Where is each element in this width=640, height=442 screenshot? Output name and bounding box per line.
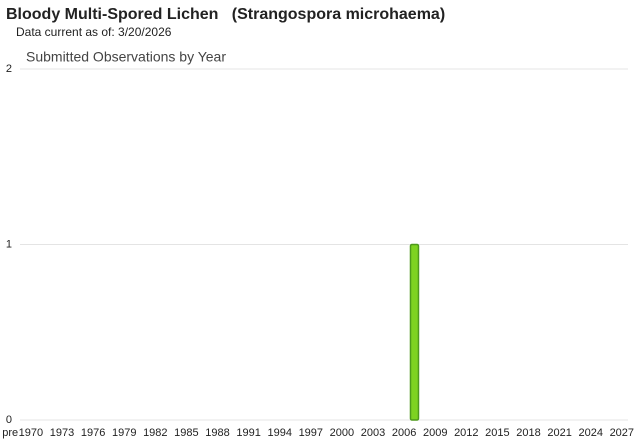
x-tick-label: 2012 [454, 427, 478, 439]
x-tick-label: 1970 [19, 427, 43, 439]
x-tick-label: 2015 [485, 427, 509, 439]
y-tick-label: 2 [6, 63, 12, 75]
x-tick-label: 2021 [547, 427, 571, 439]
x-tick-label: 1979 [112, 427, 136, 439]
x-tick-label: 1988 [205, 427, 229, 439]
bar [409, 243, 420, 421]
x-tick-label: 2027 [610, 427, 634, 439]
chart-title: Submitted Observations by Year [26, 49, 226, 65]
x-tick-label: 2000 [330, 427, 354, 439]
x-tick-label: 1973 [50, 427, 74, 439]
x-tick-label: 1997 [299, 427, 323, 439]
x-tick-label: 1994 [267, 427, 291, 439]
x-tick-label: 2024 [578, 427, 602, 439]
x-tick-label: 1985 [174, 427, 198, 439]
y-tick-label: 1 [6, 238, 12, 250]
x-tick-label: 2009 [423, 427, 447, 439]
x-tick-label: 2018 [516, 427, 540, 439]
page-title: Bloody Multi-Spored Lichen (Strangospora… [6, 6, 445, 23]
x-tick-label: 1991 [236, 427, 260, 439]
x-tick-label: 2003 [361, 427, 385, 439]
x-tick-label: 1982 [143, 427, 167, 439]
subtitle: Data current as of: 3/20/2026 [16, 25, 172, 39]
y-tick-label: 0 [6, 414, 12, 426]
x-tick-label: 2006 [392, 427, 416, 439]
x-tick-label: pre [2, 427, 18, 439]
x-tick-label: 1976 [81, 427, 105, 439]
